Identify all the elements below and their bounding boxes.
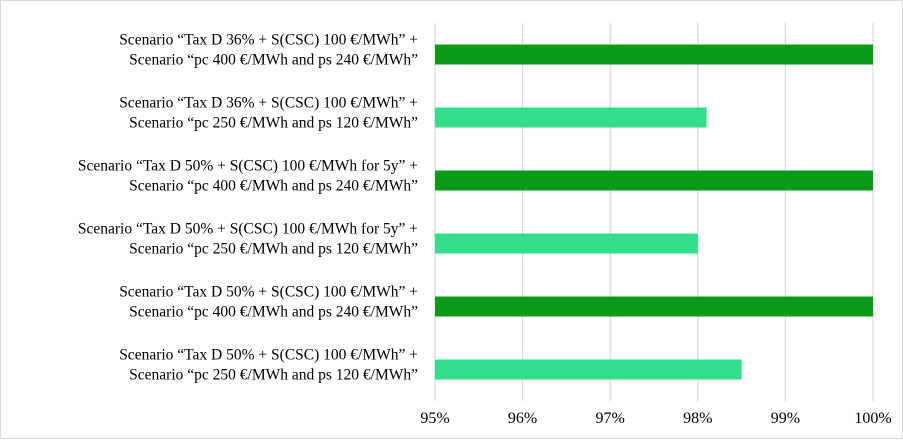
gridlines <box>434 23 874 401</box>
category-label: Scenario “Tax D 50% + S(CSC) 100 €/MWh f… <box>78 221 418 258</box>
x-tick-label: 100% <box>854 410 891 427</box>
bar <box>435 107 707 128</box>
category-labels: Scenario “Tax D 36% + S(CSC) 100 €/MWh” … <box>78 32 418 384</box>
bar <box>435 359 742 380</box>
x-axis-tick-labels: 95% 96% 97% 98% 99% 100% <box>420 410 891 427</box>
category-label: Scenario “Tax D 50% + S(CSC) 100 €/MWh” … <box>119 347 418 384</box>
x-tick-label: 97% <box>596 410 625 427</box>
category-label: Scenario “Tax D 50% + S(CSC) 100 €/MWh” … <box>119 284 418 321</box>
category-label: Scenario “Tax D 36% + S(CSC) 100 €/MWh” … <box>119 95 418 132</box>
bar <box>435 233 698 254</box>
bar <box>435 296 873 317</box>
category-label: Scenario “Tax D 50% + S(CSC) 100 €/MWh f… <box>78 158 418 195</box>
bar <box>435 170 873 191</box>
x-tick-label: 99% <box>771 410 800 427</box>
x-tick-label: 96% <box>508 410 537 427</box>
bars <box>435 44 873 380</box>
x-tick-label: 98% <box>683 410 712 427</box>
x-tick-label: 95% <box>420 410 449 427</box>
bar <box>435 44 873 65</box>
category-label: Scenario “Tax D 36% + S(CSC) 100 €/MWh” … <box>119 32 418 69</box>
